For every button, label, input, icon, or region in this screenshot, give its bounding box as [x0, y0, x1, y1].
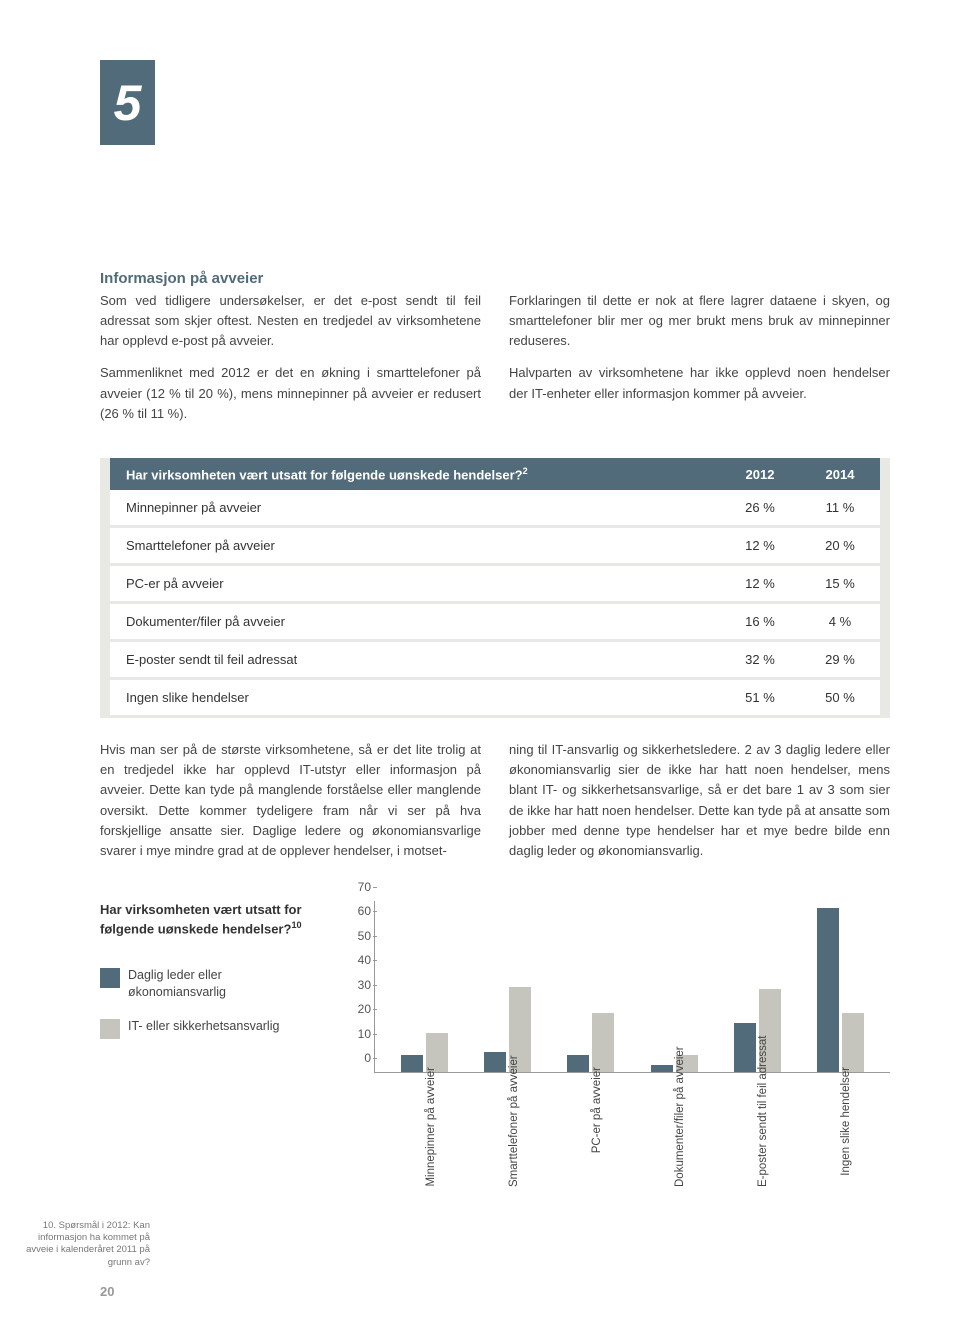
- y-tick: 30: [345, 978, 371, 992]
- table-cell-v2: 20 %: [800, 527, 880, 565]
- table-cell-label: Dokumenter/filer på avveier: [110, 603, 720, 641]
- legend-label: Daglig leder eller økonomiansvarlig: [128, 967, 320, 1002]
- data-table: Har virksomheten vært utsatt for følgend…: [110, 458, 880, 718]
- table-cell-v2: 29 %: [800, 641, 880, 679]
- x-label: Dokumenter/filer på avveier: [674, 1067, 687, 1187]
- legend-label: IT- eller sikkerhetsansvarlig: [128, 1018, 279, 1036]
- bar-group: E-poster sendt til feil adressat: [716, 901, 799, 1072]
- x-label: PC-er på avveier: [591, 1067, 604, 1187]
- legend-swatch: [100, 1019, 120, 1039]
- legend-item: Daglig leder eller økonomiansvarlig: [100, 967, 320, 1002]
- table-cell-v1: 32 %: [720, 641, 800, 679]
- y-tick: 20: [345, 1002, 371, 1016]
- bar-series1: [817, 908, 839, 1072]
- chart-plot: Minnepinner på avveierSmarttelefoner på …: [344, 901, 890, 1101]
- bar-series1: [651, 1065, 673, 1072]
- table-header-col2: 2014: [800, 458, 880, 490]
- table-cell-v1: 12 %: [720, 565, 800, 603]
- chart-section: Har virksomheten vært utsatt for følgend…: [100, 901, 890, 1101]
- chart-title: Har virksomheten vært utsatt for følgend…: [100, 901, 320, 939]
- table-cell-v1: 51 %: [720, 679, 800, 717]
- y-tick: 70: [345, 880, 371, 894]
- intro-p3: Forklaringen til dette er nok at flere l…: [509, 291, 890, 351]
- y-tick: 50: [345, 929, 371, 943]
- legend-swatch: [100, 968, 120, 988]
- y-tick: 60: [345, 904, 371, 918]
- chapter-number: 5: [100, 60, 155, 145]
- bar-series1: [734, 1023, 756, 1072]
- section-title: Informasjon på avveier: [100, 270, 890, 287]
- table-cell-v1: 16 %: [720, 603, 800, 641]
- bar-series1: [567, 1055, 589, 1072]
- bar-group: Minnepinner på avveier: [383, 901, 466, 1072]
- intro-columns: Som ved tidligere undersøkelser, er det …: [100, 291, 890, 436]
- y-tick: 40: [345, 953, 371, 967]
- table-cell-label: E-poster sendt til feil adressat: [110, 641, 720, 679]
- body-p1: Hvis man ser på de største virksomhetene…: [100, 740, 481, 861]
- table-row: Dokumenter/filer på avveier16 %4 %: [110, 603, 880, 641]
- body-p2: ning til IT-ansvarlig og sikkerhetsleder…: [509, 740, 890, 861]
- y-tick: 10: [345, 1027, 371, 1041]
- x-label: E-poster sendt til feil adressat: [757, 1067, 770, 1187]
- table-cell-v1: 12 %: [720, 527, 800, 565]
- table-cell-v2: 50 %: [800, 679, 880, 717]
- table-cell-label: Minnepinner på avveier: [110, 490, 720, 527]
- table-row: Smarttelefoner på avveier12 %20 %: [110, 527, 880, 565]
- x-label: Minnepinner på avveier: [425, 1067, 438, 1187]
- table-cell-v2: 11 %: [800, 490, 880, 527]
- table-cell-label: Smarttelefoner på avveier: [110, 527, 720, 565]
- page-number: 20: [100, 1284, 114, 1299]
- table-header-col1: 2012: [720, 458, 800, 490]
- body-columns: Hvis man ser på de største virksomhetene…: [100, 740, 890, 873]
- bar-group: Smarttelefoner på avveier: [466, 901, 549, 1072]
- intro-p2: Sammenliknet med 2012 er det en økning i…: [100, 363, 481, 423]
- intro-p4: Halvparten av virksomhetene har ikke opp…: [509, 363, 890, 403]
- x-label: Ingen slike hendelser: [840, 1067, 853, 1187]
- table-cell-v2: 15 %: [800, 565, 880, 603]
- bar-group: Dokumenter/filer på avveier: [633, 901, 716, 1072]
- table-row: E-poster sendt til feil adressat32 %29 %: [110, 641, 880, 679]
- x-label: Smarttelefoner på avveier: [508, 1067, 521, 1187]
- table-row: Minnepinner på avveier26 %11 %: [110, 490, 880, 527]
- table-row: PC-er på avveier12 %15 %: [110, 565, 880, 603]
- footnote: 10. Spørsmål i 2012: Kan informasjon ha …: [10, 1220, 150, 1269]
- bar-series2: [592, 1013, 614, 1072]
- data-table-wrap: Har virksomheten vært utsatt for følgend…: [100, 458, 890, 718]
- table-header-q: Har virksomheten vært utsatt for følgend…: [110, 458, 720, 490]
- intro-p1: Som ved tidligere undersøkelser, er det …: [100, 291, 481, 351]
- bar-series1: [401, 1055, 423, 1072]
- bar-series1: [484, 1052, 506, 1072]
- table-cell-label: Ingen slike hendelser: [110, 679, 720, 717]
- table-row: Ingen slike hendelser51 %50 %: [110, 679, 880, 717]
- bar-group: PC-er på avveier: [549, 901, 632, 1072]
- bar-series2: [842, 1013, 864, 1072]
- table-cell-v1: 26 %: [720, 490, 800, 527]
- table-cell-label: PC-er på avveier: [110, 565, 720, 603]
- legend-item: IT- eller sikkerhetsansvarlig: [100, 1018, 320, 1039]
- bar-group: Ingen slike hendelser: [799, 901, 882, 1072]
- table-cell-v2: 4 %: [800, 603, 880, 641]
- y-tick: 0: [345, 1051, 371, 1065]
